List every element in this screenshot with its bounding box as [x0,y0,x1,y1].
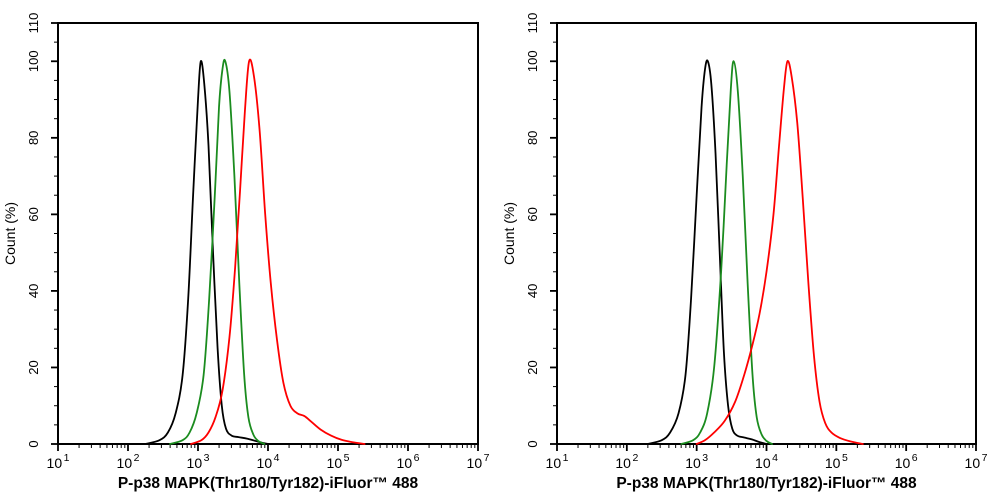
y-axis-title: Count (%) [501,202,517,265]
x-axis-tick-label: 10 7 [467,452,490,471]
y-axis-tick-label: 0 [525,440,540,447]
panel-right: 10 1 10 2 10 3 10 4 10 5 10 6 10 7 0 20 40 60 80 100 110 Coun… [501,13,988,492]
y-axis-tick-label: 20 [26,360,41,374]
x-axis-tick-label: 10 4 [755,452,778,471]
y-axis-tick-label: 110 [26,13,41,34]
x-axis-tick-label: 10 3 [187,452,210,471]
y-axis-tick-label: 80 [26,131,41,145]
y-axis-tick-label: 100 [26,50,41,72]
x-axis-tick-label: 10 2 [117,452,140,471]
histogram-curve-green [680,60,773,445]
x-axis-tick-label: 10 3 [685,452,708,471]
x-axis-tick-label: 10 2 [615,452,638,471]
histogram-curve-red [695,60,864,445]
y-axis-tick-label: 100 [525,50,540,72]
histogram-curve-green [169,58,266,445]
y-axis-tick-label: 40 [525,284,540,298]
x-axis-tick-label: 10 7 [965,452,988,471]
panel-left: 10 1 10 2 10 3 10 4 10 5 10 6 10 7 0 20 40 60 80 100 110 Coun… [2,13,490,492]
y-axis-tick-label: 20 [525,360,540,374]
y-axis-tick-label: 60 [26,207,41,221]
y-axis-tick-label: 40 [26,284,41,298]
x-axis-tick-label: 10 6 [397,452,420,471]
x-axis-tick-label: 10 5 [825,452,848,471]
plot-frame [57,22,479,445]
histogram-curve-black [144,60,269,445]
y-axis-title: Count (%) [2,202,18,265]
histogram-curve-black [646,59,768,445]
plot-frame [556,22,977,445]
x-axis-tick-label: 10 5 [327,452,350,471]
x-axis-tick-label: 10 6 [895,452,918,471]
x-axis-tick-label: 10 1 [546,452,569,471]
y-axis-tick-label: 80 [525,131,540,145]
y-axis-tick-label: 60 [525,207,540,221]
histogram-curve-red [190,58,366,445]
y-axis-tick-label: 110 [525,13,540,34]
x-axis-tick-label: 10 1 [47,452,70,471]
y-axis-tick-label: 0 [26,440,41,447]
x-axis-tick-label: 10 4 [257,452,280,471]
x-axis-title: P-p38 MAPK(Thr180/Tyr182)-iFluor™ 488 [118,475,419,492]
x-axis-title: P-p38 MAPK(Thr180/Tyr182)-iFluor™ 488 [616,475,917,492]
